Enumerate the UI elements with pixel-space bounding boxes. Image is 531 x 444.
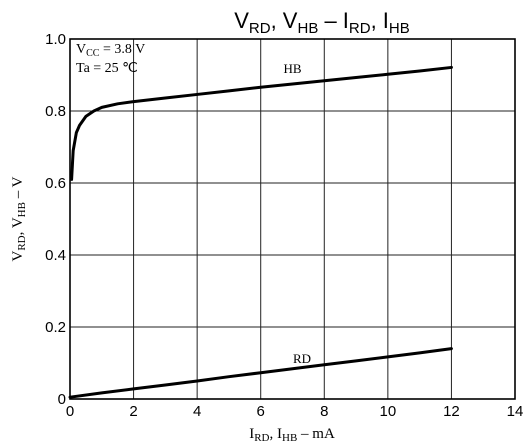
x-tick-label: 6 [257, 403, 265, 420]
series-label-rd: RD [293, 351, 311, 366]
chart-title: VRD, VHB – IRD, IHB [234, 8, 410, 37]
x-tick-label: 4 [193, 403, 201, 420]
y-tick-label: 0.2 [45, 319, 66, 336]
x-tick-label: 0 [66, 403, 74, 420]
y-tick-label: 0.4 [45, 247, 66, 264]
x-tick-labels: 0 2 4 6 8 10 12 14 [66, 403, 524, 420]
y-tick-labels: 0 0.2 0.4 0.6 0.8 1.0 [45, 31, 66, 408]
series-line-hb [70, 65, 453, 181]
x-tick-label: 10 [380, 403, 397, 420]
x-tick-label: 2 [129, 403, 137, 420]
condition-ta: Ta = 25 ℃ [76, 61, 138, 76]
y-tick-label: 0.6 [45, 175, 66, 192]
y-tick-label: 0.8 [45, 103, 66, 120]
x-tick-label: 14 [507, 403, 524, 420]
series-line-rd [68, 347, 453, 399]
series-label-hb: HB [283, 61, 301, 76]
y-tick-label: 1.0 [45, 31, 66, 48]
grid-lines [69, 38, 516, 400]
y-tick-label: 0 [58, 391, 66, 408]
condition-vcc: VCC = 3.8 V [76, 42, 145, 59]
x-axis-label: IRD, IHB – mA [249, 426, 335, 444]
series-group: HB RD [68, 61, 453, 399]
y-axis-label: VRD, VHB – V [10, 176, 28, 261]
x-tick-label: 8 [320, 403, 328, 420]
plot-frame [69, 38, 516, 400]
x-tick-label: 12 [443, 403, 460, 420]
